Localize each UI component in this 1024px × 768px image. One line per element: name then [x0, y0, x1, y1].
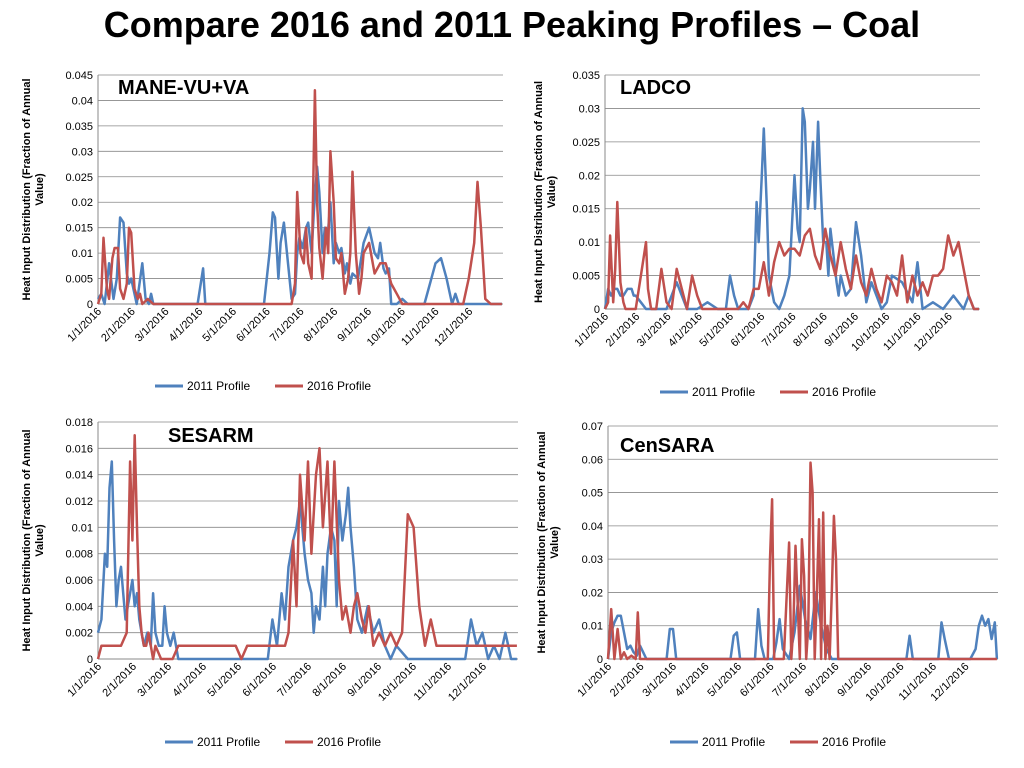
- panel-title: CenSARA: [620, 435, 714, 457]
- x-tick-label: 6/1/2016: [234, 306, 273, 345]
- x-tick-label: 8/1/2016: [302, 306, 341, 345]
- chart-ladco: 00.0050.010.0150.020.0250.030.0351/1/201…: [533, 70, 980, 399]
- legend-label-2011: 2011 Profile: [197, 735, 260, 749]
- x-tick-label: 1/1/2016: [65, 661, 104, 700]
- x-tick-label: 10/1/2016: [376, 661, 419, 704]
- chart-panel-sesarm: 0 0.002 0.004 0.006 0.008 0.01 0.012 0.014 0.016…: [0, 410, 518, 765]
- y-tick-label: 0.004: [65, 601, 93, 613]
- chart-panel-ladco: 0 0.005 0.01 0.015 0.02 0.025 0.03 0.035 1/1/201…: [515, 60, 1020, 405]
- x-tick-label: 2/1/2016: [608, 661, 647, 700]
- y-tick-label: 0.04: [72, 95, 93, 107]
- y-tick-label: 0: [594, 304, 600, 316]
- series-line-2016: [603, 200, 979, 311]
- x-tick-label: 12/1/2016: [446, 661, 489, 704]
- x-tick-label: 5/1/2016: [705, 661, 744, 700]
- y-tick-label: 0.045: [65, 70, 93, 82]
- legend-label-2016: 2016 Profile: [307, 379, 371, 393]
- y-tick-label: 0.02: [72, 197, 93, 209]
- legend-label-2011: 2011 Profile: [187, 379, 250, 393]
- y-tick-label: 0: [597, 654, 603, 666]
- x-tick-label: 8/1/2016: [310, 661, 349, 700]
- legend-label-2016: 2016 Profile: [317, 735, 381, 749]
- y-tick-label: 0.01: [72, 522, 93, 534]
- x-tick-label: 5/1/2016: [200, 306, 239, 345]
- y-tick-label: 0.005: [572, 271, 600, 283]
- x-tick-label: 4/1/2016: [673, 661, 712, 700]
- y-axis-label-line2: Value): [546, 175, 558, 208]
- y-tick-label: 0.002: [65, 628, 93, 640]
- y-tick-label: 0: [87, 654, 93, 666]
- y-tick-label: 0.03: [72, 146, 93, 158]
- x-tick-label: 8/1/2016: [803, 661, 842, 700]
- x-tick-label: 3/1/2016: [135, 661, 174, 700]
- y-axis-label-line2: Value): [549, 526, 561, 559]
- panel-title: SESARM: [168, 425, 254, 447]
- x-tick-label: 5/1/2016: [205, 661, 244, 700]
- y-tick-label: 0.005: [65, 274, 93, 286]
- series-line-2011: [96, 460, 517, 661]
- y-axis-label: Heat Input Distribution (Fraction of Ann…: [536, 431, 548, 653]
- x-tick-label: 3/1/2016: [640, 661, 679, 700]
- x-tick-label: 7/1/2016: [275, 661, 314, 700]
- y-axis-label: Heat Input Distribution (Fraction of Ann…: [21, 429, 33, 651]
- y-tick-label: 0.016: [65, 443, 93, 455]
- y-axis-label: Heat Input Distribution (Fraction of Ann…: [533, 81, 545, 303]
- y-tick-label: 0.014: [65, 470, 93, 482]
- slide-title: Compare 2016 and 2011 Peaking Profiles –…: [103, 4, 921, 45]
- y-tick-label: 0.01: [72, 248, 93, 260]
- chart-panel-censara: 0 0.01 0.02 0.03 0.04 0.05 0.06 0.07 1/1/2016 2/1…: [515, 410, 1020, 765]
- y-tick-label: 0.035: [65, 121, 93, 133]
- y-tick-label: 0.025: [65, 172, 93, 184]
- y-tick-label: 0.02: [579, 170, 600, 182]
- y-tick-label: 0.025: [572, 137, 600, 149]
- y-axis-label-line2: Value): [34, 524, 46, 557]
- y-tick-label: 0.015: [65, 223, 93, 235]
- panel-title: MANE-VU+VA: [118, 77, 249, 99]
- y-axis-label-line2: Value): [34, 173, 46, 206]
- chart-mane-vu-va: 0 0.005 0.01 0.015 0.02 0.025 0.03 0.035 0.04 0.0…: [21, 70, 503, 393]
- x-tick-label: 1/1/2016: [575, 661, 614, 700]
- y-tick-label: 0.035: [572, 70, 600, 82]
- y-tick-label: 0.07: [582, 421, 603, 433]
- y-tick-label: 0.06: [582, 454, 603, 466]
- x-tick-label: 3/1/2016: [133, 306, 172, 345]
- series-line-2016: [96, 433, 517, 661]
- legend-label-2011: 2011 Profile: [702, 735, 765, 749]
- y-tick-label: 0.01: [579, 237, 600, 249]
- y-tick-label: 0.01: [582, 621, 603, 633]
- x-tick-label: 7/1/2016: [268, 306, 307, 345]
- series-line-2016: [96, 89, 502, 306]
- x-tick-label: 2/1/2016: [100, 661, 139, 700]
- y-tick-label: 0: [87, 299, 93, 311]
- chart-censara: 0 0.01 0.02 0.03 0.04 0.05 0.06 0.07 1/1/20162/1…: [536, 421, 999, 749]
- y-tick-label: 0.02: [582, 587, 603, 599]
- x-tick-label: 4/1/2016: [167, 306, 206, 345]
- x-tick-label: 6/1/2016: [240, 661, 279, 700]
- y-tick-label: 0.05: [582, 488, 603, 500]
- x-tick-label: 4/1/2016: [170, 661, 209, 700]
- y-tick-label: 0.015: [572, 204, 600, 216]
- y-tick-label: 0.03: [582, 554, 603, 566]
- y-axis-label: Heat Input Distribution (Fraction of Ann…: [21, 78, 33, 300]
- y-tick-label: 0.008: [65, 549, 93, 561]
- y-tick-label: 0.03: [579, 103, 600, 115]
- y-tick-label: 0.018: [65, 417, 93, 429]
- y-tick-label: 0.012: [65, 496, 93, 508]
- legend-label-2016: 2016 Profile: [822, 735, 886, 749]
- x-tick-label: 1/1/2016: [65, 306, 104, 345]
- panel-title: LADCO: [620, 77, 691, 99]
- y-tick-label: 0.04: [582, 521, 603, 533]
- chart-panel-mane-vu-va: 0 0.005 0.01 0.015 0.02 0.025 0.03 0.035 0.04 0.0…: [0, 60, 515, 405]
- legend-label-2011: 2011 Profile: [692, 385, 755, 399]
- series-line-2011: [606, 584, 999, 661]
- x-tick-label: 2/1/2016: [99, 306, 138, 345]
- chart-sesarm: 0 0.002 0.004 0.006 0.008 0.01 0.012 0.014 0.016…: [21, 417, 518, 749]
- x-tick-label: 6/1/2016: [738, 661, 777, 700]
- x-tick-label: 7/1/2016: [770, 661, 809, 700]
- legend-label-2016: 2016 Profile: [812, 385, 876, 399]
- y-tick-label: 0.006: [65, 575, 93, 587]
- series-line-2016: [606, 461, 997, 661]
